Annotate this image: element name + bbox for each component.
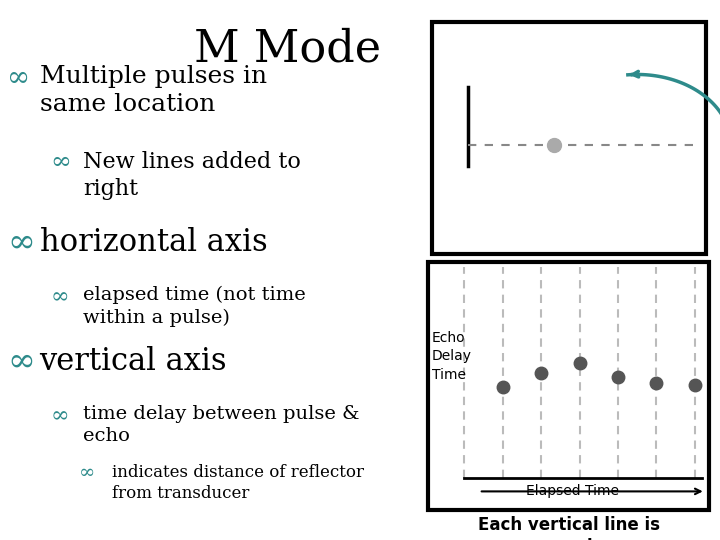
Text: Each vertical line is
one pulse: Each vertical line is one pulse (478, 516, 660, 540)
Text: ∞: ∞ (50, 405, 69, 427)
FancyBboxPatch shape (432, 22, 706, 254)
Text: Multiple pulses in
same location: Multiple pulses in same location (40, 65, 266, 116)
Text: ∞: ∞ (79, 464, 96, 482)
Text: ∞: ∞ (50, 286, 69, 308)
Text: Elapsed Time: Elapsed Time (526, 484, 619, 498)
Text: ∞: ∞ (7, 65, 30, 92)
Text: ∞: ∞ (50, 151, 71, 174)
Text: M Mode: M Mode (194, 27, 382, 70)
Text: ∞: ∞ (7, 346, 35, 377)
FancyBboxPatch shape (428, 262, 709, 510)
Text: New lines added to
right: New lines added to right (83, 151, 301, 200)
Text: vertical axis: vertical axis (40, 346, 228, 376)
Text: ∞: ∞ (7, 227, 35, 259)
Text: Echo
Delay
Time: Echo Delay Time (432, 331, 472, 382)
Text: time delay between pulse &
echo: time delay between pulse & echo (83, 405, 359, 445)
Text: horizontal axis: horizontal axis (40, 227, 267, 258)
Text: indicates distance of reflector
from transducer: indicates distance of reflector from tra… (112, 464, 364, 502)
Text: elapsed time (not time
within a pulse): elapsed time (not time within a pulse) (83, 286, 305, 327)
